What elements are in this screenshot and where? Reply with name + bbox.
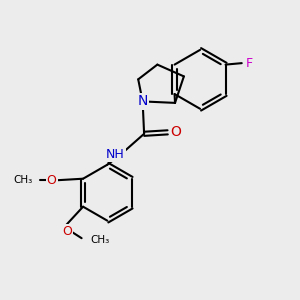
Text: O: O bbox=[170, 125, 181, 139]
Text: F: F bbox=[245, 57, 253, 70]
Text: O: O bbox=[62, 225, 72, 238]
Text: N: N bbox=[137, 94, 148, 108]
Text: CH₃: CH₃ bbox=[13, 175, 32, 185]
Text: NH: NH bbox=[106, 148, 125, 161]
Text: CH₃: CH₃ bbox=[90, 235, 110, 245]
Text: O: O bbox=[46, 174, 56, 187]
